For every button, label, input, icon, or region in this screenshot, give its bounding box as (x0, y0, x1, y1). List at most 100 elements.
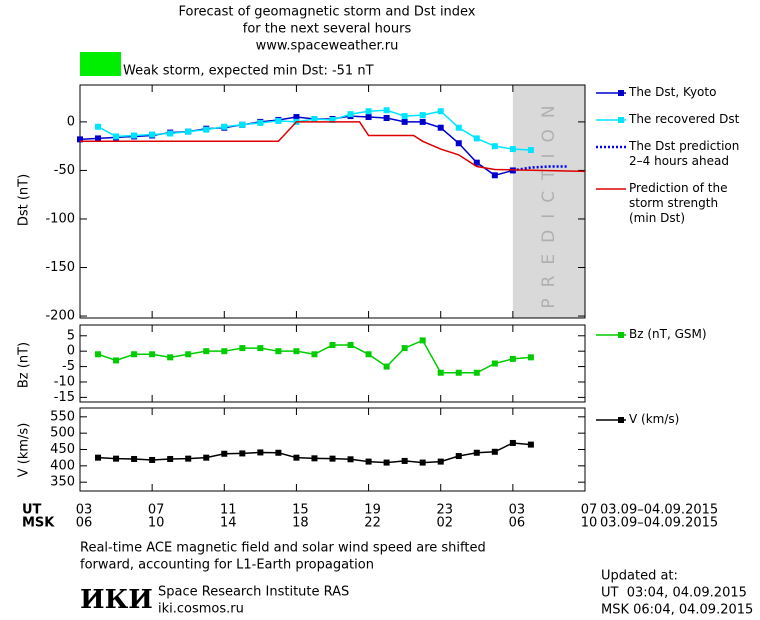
x-tick-label: 15 (292, 503, 309, 518)
point (203, 126, 210, 133)
y-tick-label: -200 (45, 309, 75, 324)
y-tick-label: -150 (45, 260, 75, 275)
title-line: www.spaceweather.ru (256, 39, 399, 54)
point (473, 449, 480, 456)
legend-label: The recovered Dst (629, 112, 740, 126)
point (239, 450, 246, 457)
point (365, 351, 372, 358)
point (347, 111, 354, 118)
point (257, 449, 264, 456)
point (113, 133, 120, 140)
point (419, 118, 426, 125)
point (95, 123, 102, 130)
y-tick-label: 400 (50, 458, 75, 473)
point (239, 121, 246, 128)
point (275, 348, 282, 355)
x2-tick-label: 06 (509, 516, 526, 531)
point (491, 360, 498, 367)
point (401, 118, 408, 125)
note-line: Real-time ACE magnetic field and solar w… (80, 541, 486, 556)
legend-marker (618, 332, 624, 338)
updated-line: UT 03:04, 04.09.2015 (601, 586, 747, 601)
y-tick-label: -50 (54, 163, 75, 178)
y-tick-label: -100 (45, 211, 75, 226)
point (167, 455, 174, 462)
x-tick-label: 23 (436, 503, 453, 518)
point (329, 342, 336, 349)
legend-label: V (km/s) (629, 412, 680, 426)
point (221, 123, 228, 130)
point (437, 108, 444, 115)
point (491, 172, 498, 179)
prediction-zone (512, 85, 585, 318)
point (365, 114, 372, 121)
legend-marker (618, 417, 624, 423)
point (149, 131, 156, 138)
title-line: Forecast of geomagnetic storm and Dst in… (178, 5, 475, 20)
legend-label: Bz (nT, GSM) (629, 327, 707, 341)
point (257, 345, 264, 352)
point (95, 351, 102, 358)
y-axis-label: Bz (nT) (17, 342, 32, 388)
point (131, 132, 138, 139)
y-tick-label: -15 (54, 390, 75, 405)
point (203, 454, 210, 461)
point (455, 369, 462, 376)
storm-label: Weak storm, expected min Dst: -51 nT (123, 64, 374, 79)
point (419, 112, 426, 119)
point (185, 455, 192, 462)
point (437, 458, 444, 465)
prediction-label: PREDICTION (539, 94, 559, 308)
x2-tick-label: 18 (292, 516, 309, 531)
legend-label: Prediction of the storm strength (min Ds… (629, 181, 728, 225)
point (293, 454, 300, 461)
point (491, 143, 498, 150)
point (509, 439, 516, 446)
point (221, 450, 228, 457)
legend-label: The Dst, Kyoto (629, 85, 717, 99)
x-axis-label: UT (22, 503, 42, 518)
point (473, 159, 480, 166)
point (275, 117, 282, 124)
point (293, 114, 300, 121)
title-line: for the next several hours (243, 22, 412, 37)
storm-indicator (80, 52, 121, 76)
point (293, 348, 300, 355)
y-tick-label: -5 (62, 359, 75, 374)
y-tick-label: 0 (67, 114, 75, 129)
y-tick-label: 550 (50, 409, 75, 424)
y-tick-label: 5 (67, 328, 75, 343)
point (203, 348, 210, 355)
legend-marker (618, 117, 624, 123)
point (95, 454, 102, 461)
x-tick-label: 11 (220, 503, 237, 518)
point (365, 108, 372, 115)
x-tick-label: 07 (148, 503, 165, 518)
point (311, 455, 318, 462)
point (221, 348, 228, 355)
point (419, 459, 426, 466)
point (473, 369, 480, 376)
x2-tick-label: 22 (364, 516, 381, 531)
point (383, 107, 390, 114)
x2-range-label: 03.09–04.09.2015 (600, 516, 718, 531)
y-axis-label: V (km/s) (17, 423, 32, 478)
logo: ИКИ (80, 585, 153, 615)
point (95, 135, 102, 142)
point (383, 459, 390, 466)
point (113, 357, 120, 364)
point (149, 456, 156, 463)
point (437, 369, 444, 376)
point (401, 113, 408, 120)
y-tick-label: 350 (50, 475, 75, 490)
point (365, 458, 372, 465)
x-tick-label: 07 (581, 503, 598, 518)
point (347, 342, 354, 349)
x2-tick-label: 14 (220, 516, 237, 531)
legend-label: The Dst prediction 2–4 hours ahead (629, 139, 740, 168)
point (527, 147, 534, 154)
point (167, 354, 174, 361)
y-tick-label: 450 (50, 442, 75, 457)
